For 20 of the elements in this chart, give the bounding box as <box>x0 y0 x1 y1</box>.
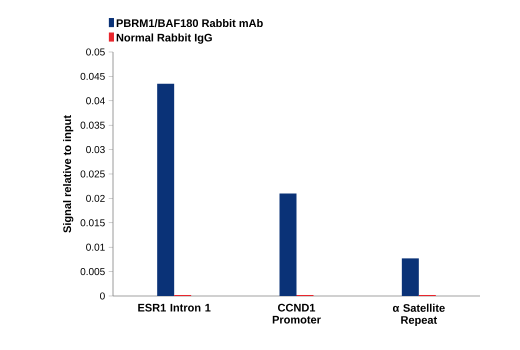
y-axis-title: Signal relative to input <box>63 115 74 233</box>
x-tick-label: CCND1 Promoter <box>272 304 321 324</box>
y-tick-label: 0.015 <box>80 219 105 226</box>
y-tick-label: 0.02 <box>86 194 105 202</box>
bar <box>157 84 174 296</box>
y-tick-label: 0.005 <box>80 268 105 276</box>
x-tick-label: ESR1 Intron 1 <box>138 304 211 312</box>
y-tick-label: 0.03 <box>86 146 105 154</box>
bar <box>402 258 419 296</box>
legend-label: Normal Rabbit IgG <box>116 33 212 44</box>
y-tick-label: 0.035 <box>80 122 105 129</box>
y-tick-label: 0.025 <box>80 170 105 178</box>
x-tick-label: α Satellite Repeat <box>392 304 445 326</box>
bar <box>280 194 296 296</box>
y-tick-label: 0.05 <box>86 48 105 56</box>
y-tick-label: 0 <box>100 292 105 300</box>
y-tick-label: 0.045 <box>80 72 105 80</box>
y-tick-label: 0.04 <box>86 97 105 104</box>
legend-label: PBRM1/BAF180 Rabbit mAb <box>116 18 263 28</box>
y-tick-label: 0.01 <box>86 244 105 251</box>
